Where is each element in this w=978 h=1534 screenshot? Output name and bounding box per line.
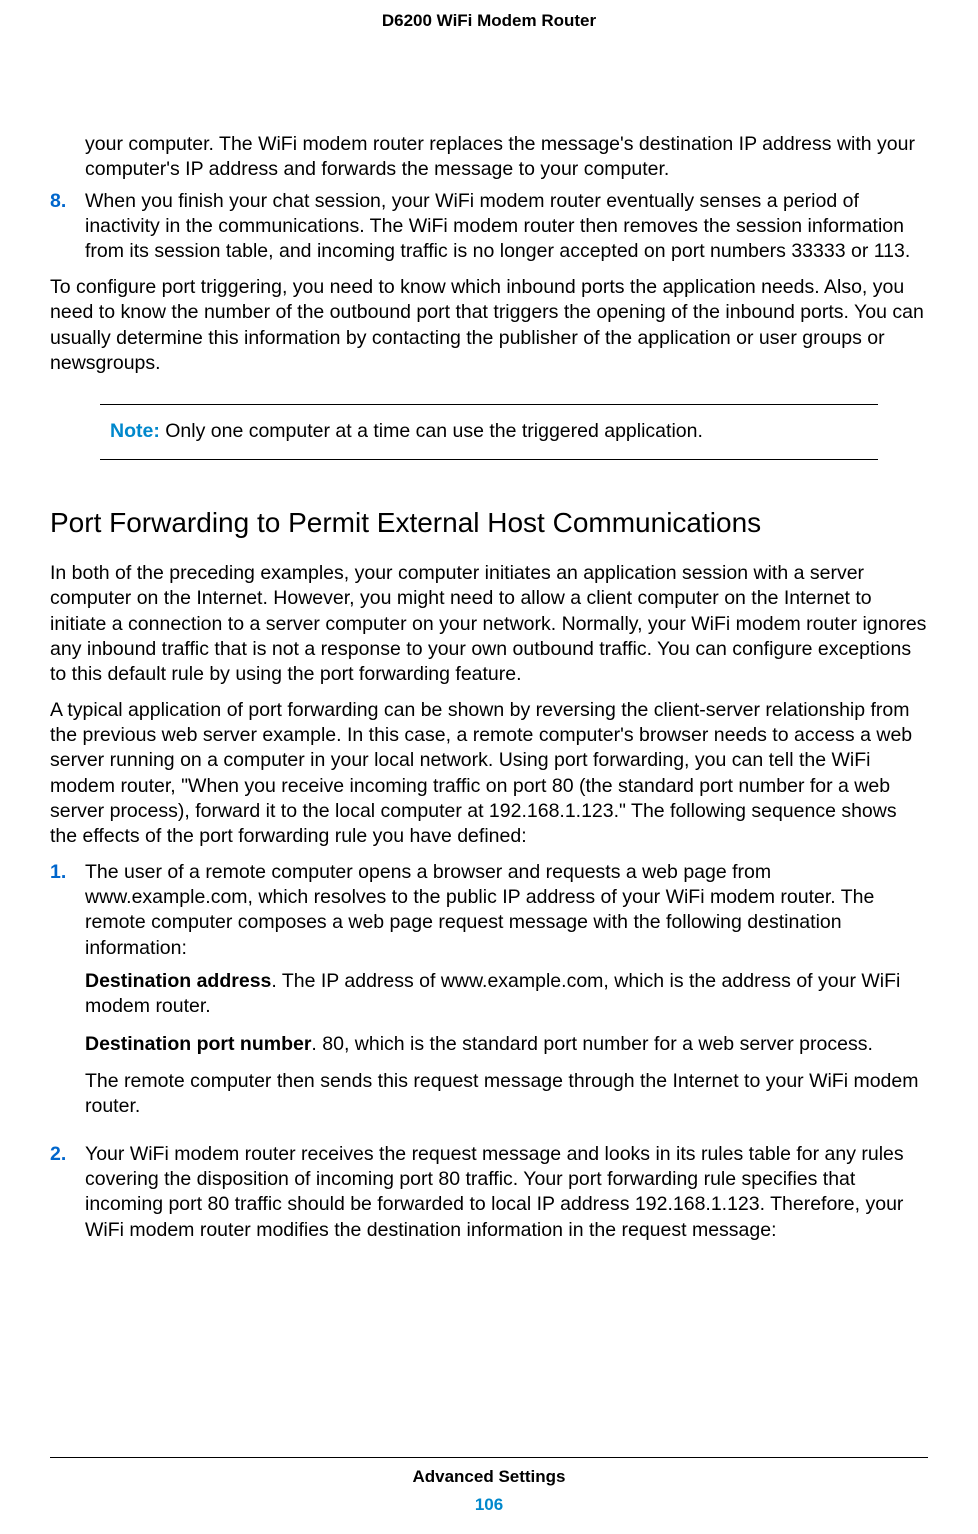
section-para-1: In both of the preceding examples, your … — [50, 561, 928, 688]
footer-divider — [50, 1457, 928, 1458]
continuing-paragraph: your computer. The WiFi modem router rep… — [85, 132, 928, 183]
dest-port-text: . 80, which is the standard port number … — [311, 1033, 872, 1055]
dest-address-label: Destination address — [85, 970, 271, 992]
item-1-sub-3: The remote computer then sends this requ… — [85, 1069, 928, 1120]
section-para-2: A typical application of port forwarding… — [50, 698, 928, 850]
item-8-text: When you finish your chat session, your … — [85, 189, 928, 265]
note-box: Note: Only one computer at a time can us… — [100, 404, 878, 459]
page-content: your computer. The WiFi modem router rep… — [0, 32, 978, 1243]
item-8-number: 8. — [50, 189, 85, 265]
item-1-text: The user of a remote computer opens a br… — [85, 860, 928, 961]
note-label: Note: — [110, 420, 160, 442]
header-title: D6200 WiFi Modem Router — [382, 11, 596, 30]
section-heading: Port Forwarding to Permit External Host … — [50, 505, 928, 541]
list-item-1: 1. The user of a remote computer opens a… — [50, 860, 928, 1132]
page-number: 106 — [0, 1494, 978, 1516]
paragraph-after-8: To configure port triggering, you need t… — [50, 275, 928, 376]
footer-title: Advanced Settings — [0, 1466, 978, 1488]
note-text: Only one computer at a time can use the … — [160, 420, 703, 442]
item-1-content: The user of a remote computer opens a br… — [85, 860, 928, 1132]
item-1-number: 1. — [50, 860, 85, 1132]
item-2-text: Your WiFi modem router receives the requ… — [85, 1142, 928, 1243]
list-item-8: 8. When you finish your chat session, yo… — [50, 189, 928, 265]
page-header: D6200 WiFi Modem Router — [0, 0, 978, 32]
item-1-sub-2: Destination port number. 80, which is th… — [85, 1032, 928, 1057]
dest-port-label: Destination port number — [85, 1033, 311, 1055]
page-footer: Advanced Settings 106 — [0, 1457, 978, 1516]
list-item-2: 2. Your WiFi modem router receives the r… — [50, 1142, 928, 1243]
item-2-number: 2. — [50, 1142, 85, 1243]
item-1-sub-1: Destination address. The IP address of w… — [85, 969, 928, 1020]
